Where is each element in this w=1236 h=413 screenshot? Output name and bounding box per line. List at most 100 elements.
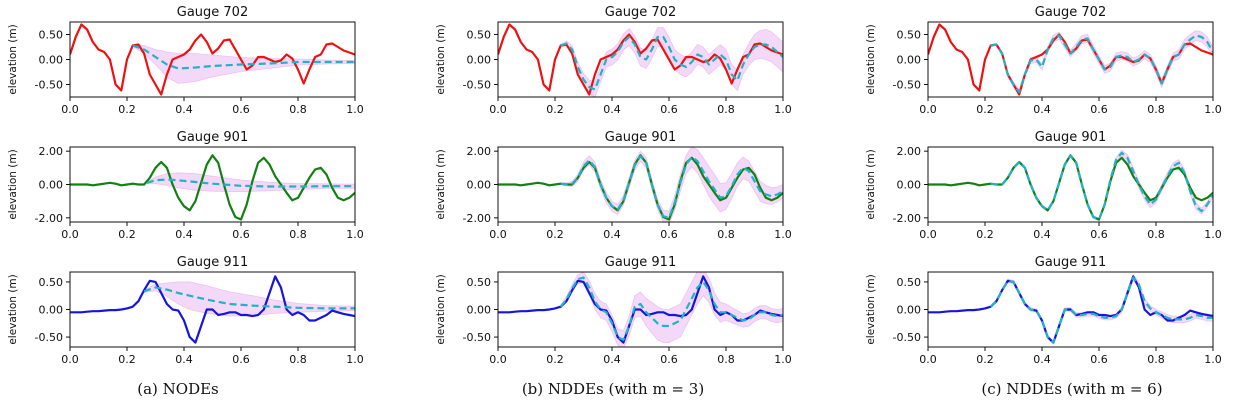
- x-tick-label: 0.8: [289, 228, 307, 241]
- y-axis-label: elevation (m): [7, 24, 19, 94]
- y-tick-label: -0.50: [893, 79, 921, 92]
- y-axis-label: elevation (m): [435, 274, 447, 344]
- gauge-panel-a-gauge-911: 0.0 0.2 0.4 0.6 0.8 1.0 0.50 0.00 -0.50 Gauge 911…: [7, 255, 364, 366]
- y-tick-label: 0.00: [897, 179, 922, 192]
- x-tick-label: 0.8: [717, 353, 735, 366]
- x-tick-label: 1.0: [1204, 228, 1222, 241]
- y-axis-label: elevation (m): [7, 149, 19, 219]
- x-tick-label: 0.6: [660, 103, 678, 116]
- x-tick-label: 0.0: [61, 228, 79, 241]
- observed-series-line: [498, 275, 783, 344]
- x-tick-label: 0.2: [118, 228, 136, 241]
- gauge-panel-a-gauge-702: 0.0 0.2 0.4 0.6 0.8 1.0 0.50 0.00 -0.50 Gauge 702…: [7, 5, 364, 116]
- panel-title: Gauge 702: [1035, 5, 1106, 20]
- caption-ndde-m3: (b) NDDEs (with m = 3): [521, 380, 705, 398]
- y-axis-label: elevation (m): [435, 149, 447, 219]
- observed-series-line: [70, 154, 355, 221]
- y-tick-label: -2.00: [463, 212, 491, 225]
- x-tick-label: 0.2: [976, 228, 994, 241]
- predicted-series-line: [132, 44, 355, 70]
- observed-series-line: [70, 23, 355, 96]
- panel-title: Gauge 911: [605, 255, 676, 270]
- caption-nodes: (a) NODEs: [137, 380, 219, 398]
- y-tick-label: 0.50: [39, 29, 64, 42]
- observed-series-line: [928, 154, 1213, 221]
- gauge-panel-c-gauge-901: 0.0 0.2 0.4 0.6 0.8 1.0 2.00 0.00 -2.00 Gauge 901…: [865, 130, 1222, 241]
- y-tick-label: 0.00: [467, 54, 492, 67]
- x-tick-label: 0.4: [603, 353, 621, 366]
- uncertainty-band: [560, 147, 783, 222]
- y-tick-label: 0.50: [467, 276, 492, 289]
- uncertainty-band: [560, 272, 783, 347]
- y-tick-label: 2.00: [39, 145, 64, 158]
- y-tick-label: -0.50: [35, 79, 63, 92]
- x-tick-label: 0.8: [289, 353, 307, 366]
- panel-title: Gauge 702: [605, 5, 676, 20]
- x-tick-label: 1.0: [774, 353, 792, 366]
- x-tick-label: 0.6: [1090, 228, 1108, 241]
- y-tick-label: 2.00: [467, 145, 492, 158]
- predicted-series-line: [989, 276, 1213, 344]
- x-tick-label: 0.8: [1147, 103, 1165, 116]
- x-tick-label: 0.4: [1033, 228, 1051, 241]
- x-tick-label: 1.0: [774, 103, 792, 116]
- x-tick-label: 0.4: [175, 228, 193, 241]
- y-tick-label: -0.50: [463, 331, 491, 344]
- observed-series-line: [70, 275, 355, 344]
- x-tick-label: 0.0: [61, 353, 79, 366]
- uncertainty-band: [990, 273, 1213, 345]
- x-tick-label: 0.4: [175, 353, 193, 366]
- observed-series-line: [498, 23, 783, 96]
- gauge-panel-b-gauge-911: 0.0 0.2 0.4 0.6 0.8 1.0 0.50 0.00 -0.50 Gauge 911…: [435, 255, 792, 366]
- x-tick-label: 0.0: [489, 353, 507, 366]
- y-tick-label: 2.00: [897, 145, 922, 158]
- y-tick-label: -2.00: [893, 212, 921, 225]
- x-tick-label: 0.4: [175, 103, 193, 116]
- y-tick-label: 0.50: [39, 276, 64, 289]
- panel-title: Gauge 901: [1035, 130, 1106, 145]
- y-tick-label: 0.50: [897, 276, 922, 289]
- x-tick-label: 0.2: [118, 103, 136, 116]
- y-tick-label: -0.50: [35, 331, 63, 344]
- x-tick-label: 1.0: [346, 228, 364, 241]
- x-tick-label: 0.2: [976, 353, 994, 366]
- x-tick-label: 0.4: [1033, 353, 1051, 366]
- x-tick-label: 0.6: [1090, 103, 1108, 116]
- x-tick-label: 0.0: [919, 103, 937, 116]
- x-tick-label: 0.0: [919, 353, 937, 366]
- x-tick-label: 0.2: [118, 353, 136, 366]
- x-tick-label: 0.0: [489, 103, 507, 116]
- x-tick-label: 0.2: [546, 228, 564, 241]
- observed-series-line: [928, 275, 1213, 344]
- panel-title: Gauge 702: [177, 5, 248, 20]
- x-tick-label: 0.6: [660, 228, 678, 241]
- y-tick-label: 0.00: [39, 54, 64, 67]
- x-tick-label: 0.6: [1090, 353, 1108, 366]
- predicted-series-line: [990, 34, 1213, 94]
- x-tick-label: 0.0: [61, 103, 79, 116]
- y-axis-label: elevation (m): [7, 274, 19, 344]
- y-tick-label: 0.00: [897, 54, 922, 67]
- panel-title: Gauge 911: [177, 255, 248, 270]
- x-tick-label: 0.0: [919, 228, 937, 241]
- caption-ndde-m6: (c) NDDEs (with m = 6): [981, 380, 1163, 398]
- x-tick-label: 0.8: [289, 103, 307, 116]
- x-tick-label: 0.8: [1147, 353, 1165, 366]
- y-tick-label: 0.00: [467, 304, 492, 317]
- gauge-panel-a-gauge-901: 0.0 0.2 0.4 0.6 0.8 1.0 2.00 0.00 -2.00 Gauge 901…: [7, 130, 364, 241]
- x-tick-label: 0.0: [489, 228, 507, 241]
- x-tick-label: 1.0: [774, 228, 792, 241]
- y-tick-label: 0.00: [39, 179, 64, 192]
- x-tick-label: 0.8: [1147, 228, 1165, 241]
- y-tick-label: 0.00: [39, 304, 64, 317]
- x-tick-label: 0.6: [232, 228, 250, 241]
- y-axis-label: elevation (m): [865, 24, 877, 94]
- y-axis-label: elevation (m): [865, 149, 877, 219]
- panel-title: Gauge 901: [177, 130, 248, 145]
- gauge-panel-b-gauge-901: 0.0 0.2 0.4 0.6 0.8 1.0 2.00 0.00 -2.00 Gauge 901…: [435, 130, 792, 241]
- x-tick-label: 0.4: [603, 228, 621, 241]
- y-tick-label: -0.50: [893, 331, 921, 344]
- predicted-series-line: [560, 155, 783, 219]
- y-tick-label: -2.00: [35, 212, 63, 225]
- x-tick-label: 1.0: [1204, 353, 1222, 366]
